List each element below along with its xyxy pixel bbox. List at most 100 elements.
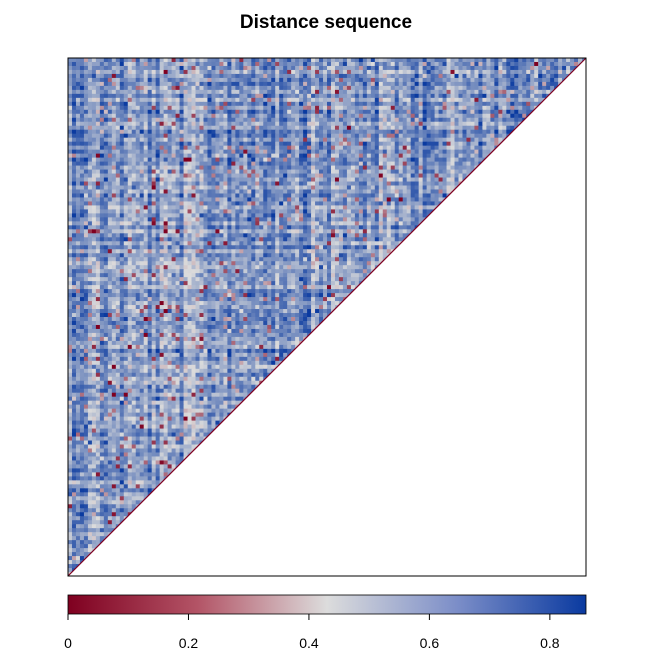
heatmap-cell <box>422 101 428 107</box>
heatmap-cell <box>378 233 384 238</box>
heatmap-cell <box>131 109 137 115</box>
heatmap-cell <box>323 157 328 163</box>
heatmap-cell <box>263 237 268 242</box>
heatmap-cell <box>107 241 113 246</box>
heatmap-cell <box>251 121 256 127</box>
heatmap-cell <box>107 81 113 87</box>
heatmap-cell <box>143 165 149 171</box>
heatmap-cell <box>334 141 340 147</box>
heatmap-cell <box>143 73 149 79</box>
heatmap-cell <box>127 201 133 207</box>
heatmap-cell <box>127 61 133 67</box>
heatmap-cell <box>223 185 228 191</box>
heatmap-cell <box>267 169 272 175</box>
heatmap-cell <box>510 69 515 75</box>
heatmap-cell <box>342 141 348 147</box>
heatmap-cell <box>450 109 456 115</box>
heatmap-cell <box>203 61 209 67</box>
heatmap-cell <box>211 73 217 79</box>
heatmap-cell <box>327 165 332 171</box>
heatmap-cell <box>482 101 487 107</box>
heatmap-cell <box>191 89 197 95</box>
heatmap-cell <box>538 93 543 99</box>
heatmap-cell <box>183 161 189 167</box>
heatmap-cell <box>139 65 145 71</box>
heatmap-cell <box>422 93 428 99</box>
heatmap-cell <box>191 197 197 203</box>
heatmap-cell <box>239 58 244 63</box>
heatmap-cell <box>187 73 193 79</box>
heatmap-cell <box>243 65 248 71</box>
heatmap-cell <box>287 161 292 167</box>
heatmap-cell <box>394 149 400 155</box>
heatmap-cell <box>482 109 487 115</box>
heatmap-cell <box>354 105 360 111</box>
heatmap-cell <box>402 177 408 183</box>
heatmap-cell <box>239 185 244 191</box>
heatmap-cell <box>107 165 113 171</box>
heatmap-cell <box>366 85 372 91</box>
heatmap-cell <box>279 217 284 222</box>
heatmap-cell <box>366 193 372 199</box>
heatmap-cell <box>442 113 448 119</box>
heatmap-cell <box>354 141 360 147</box>
heatmap-cell <box>215 129 221 135</box>
heatmap-cell <box>410 101 416 107</box>
heatmap-cell <box>259 189 264 195</box>
heatmap-cell <box>386 97 392 103</box>
heatmap-cell <box>434 149 440 155</box>
heatmap-cell <box>159 109 165 115</box>
heatmap-cell <box>203 117 209 123</box>
heatmap-cell <box>426 97 432 103</box>
heatmap-cell <box>554 77 559 83</box>
heatmap-cell <box>207 169 213 175</box>
heatmap-cell <box>179 93 185 99</box>
heatmap-cell <box>183 233 189 238</box>
heatmap-cell <box>402 65 408 71</box>
heatmap-cell <box>159 61 165 67</box>
heatmap-cell <box>299 229 304 234</box>
heatmap-cell <box>183 189 189 195</box>
heatmap-cell <box>255 169 260 175</box>
heatmap-cell <box>307 69 312 75</box>
heatmap-cell <box>211 125 217 131</box>
heatmap-cell <box>251 97 256 103</box>
heatmap-cell <box>183 129 189 135</box>
heatmap-cell <box>139 69 145 75</box>
heatmap-cell <box>127 189 133 195</box>
heatmap-cell <box>159 173 165 179</box>
heatmap-cell <box>127 225 133 230</box>
heatmap-cell <box>426 201 432 207</box>
heatmap-cell <box>502 101 507 107</box>
heatmap-cell <box>167 185 173 191</box>
heatmap-cell <box>378 89 384 95</box>
heatmap-cell <box>438 137 444 143</box>
heatmap-cell <box>482 153 487 159</box>
heatmap-cell <box>319 65 324 71</box>
heatmap-cell <box>143 145 149 151</box>
heatmap-cell <box>111 85 117 91</box>
heatmap-cell <box>362 157 368 163</box>
heatmap-cell <box>175 157 181 163</box>
heatmap-cell <box>143 133 149 139</box>
heatmap-cell <box>410 173 416 179</box>
heatmap-cell <box>207 129 213 135</box>
heatmap-cell <box>107 225 113 230</box>
heatmap-cell <box>398 169 404 175</box>
heatmap-cell <box>227 89 232 95</box>
heatmap-cell <box>143 101 149 107</box>
heatmap-cell <box>342 105 348 111</box>
heatmap-cell <box>319 161 324 167</box>
heatmap-cell <box>462 173 468 179</box>
heatmap-cell <box>255 233 260 238</box>
heatmap-cell <box>303 137 308 143</box>
heatmap-cell <box>155 177 161 183</box>
heatmap-cell <box>450 113 456 119</box>
heatmap-cell <box>223 93 228 99</box>
heatmap-cell <box>478 89 483 95</box>
heatmap-cell <box>143 153 149 159</box>
heatmap-cell <box>299 213 304 218</box>
heatmap-cell <box>295 105 300 111</box>
heatmap-cell <box>83 113 89 119</box>
heatmap-cell <box>107 185 113 191</box>
